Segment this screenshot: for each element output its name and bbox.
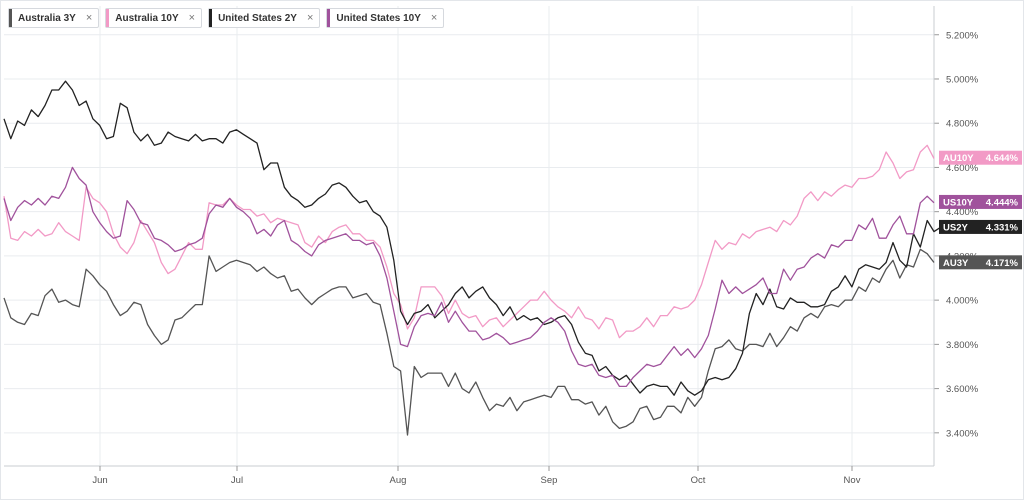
y-tick-label: 5.000% [946,74,979,85]
badge-code: AU10Y [943,153,974,164]
close-icon[interactable]: × [306,12,314,24]
x-tick-label: Aug [390,475,407,486]
legend-label-united-states-10y: United States 10Y [336,12,421,24]
badge-bg [939,150,1022,165]
x-tick-label: Nov [844,475,861,486]
legend-swatch-united-states-2y [209,9,213,27]
legend-item-united-states-2y[interactable]: United States 2Y × [208,8,321,28]
badge-value: 4.171% [986,258,1019,269]
legend-label-australia-10y: Australia 10Y [115,12,179,24]
legend-label-united-states-2y: United States 2Y [218,12,297,24]
y-tick-label: 4.600% [946,163,979,174]
legend-swatch-united-states-10y [327,9,331,27]
y-tick-label: 4.000% [946,296,979,307]
x-axis: Jun Jul Aug Sep Oct Nov [4,465,934,486]
series-line-united-states-10y [3,166,935,388]
badge-value: 4.644% [986,153,1019,164]
series-lines [3,80,942,436]
series-line-australia-3y [3,248,935,436]
badge-united-states-2y: US2Y 4.331% [939,219,1022,234]
badge-australia-10y: AU10Y 4.644% [939,150,1022,165]
badge-value: 4.331% [986,222,1019,233]
badge-code: US2Y [943,222,968,233]
y-tick-label: 3.800% [946,340,979,351]
x-tick-label: Oct [691,475,706,486]
badge-bg [939,255,1022,270]
last-value-badges: AU3Y 4.171% AU10Y 4.644% US2Y 4.331% US10Y 4.44… [939,150,1022,270]
legend-label-australia-3y: Australia 3Y [18,12,76,24]
y-tick-label: 5.200% [946,30,979,41]
y-axis: 3.400%3.600%3.800%4.000%4.200%4.400%4.60… [933,6,979,466]
badge-united-states-10y: US10Y 4.444% [939,194,1022,209]
legend-item-united-states-10y[interactable]: United States 10Y × [326,8,445,28]
x-tick-label: Jun [92,475,107,486]
badge-value: 4.444% [986,197,1019,208]
y-tick-label: 4.400% [946,207,979,218]
x-tick-label: Sep [541,475,558,486]
close-icon[interactable]: × [85,12,93,24]
close-icon[interactable]: × [188,12,196,24]
badge-code: AU3Y [943,258,969,269]
y-tick-label: 3.600% [946,384,979,395]
y-tick-label: 3.400% [946,428,979,439]
badge-bg [939,194,1022,209]
series-line-united-states-2y [3,80,942,396]
x-tick-label: Jul [231,475,243,486]
badge-australia-3y: AU3Y 4.171% [939,255,1022,270]
series-line-australia-10y [3,144,935,339]
legend-item-australia-3y[interactable]: Australia 3Y × [8,8,100,28]
y-tick-label: 4.800% [946,119,979,130]
badge-code: US10Y [943,197,974,208]
chart-legend: Australia 3Y × Australia 10Y × United St… [8,8,445,28]
close-icon[interactable]: × [430,12,438,24]
badge-bg [939,219,1022,234]
legend-swatch-australia-3y [9,9,12,27]
legend-item-australia-10y[interactable]: Australia 10Y × [105,8,203,28]
grid [4,6,934,466]
legend-swatch-australia-10y [106,9,110,27]
